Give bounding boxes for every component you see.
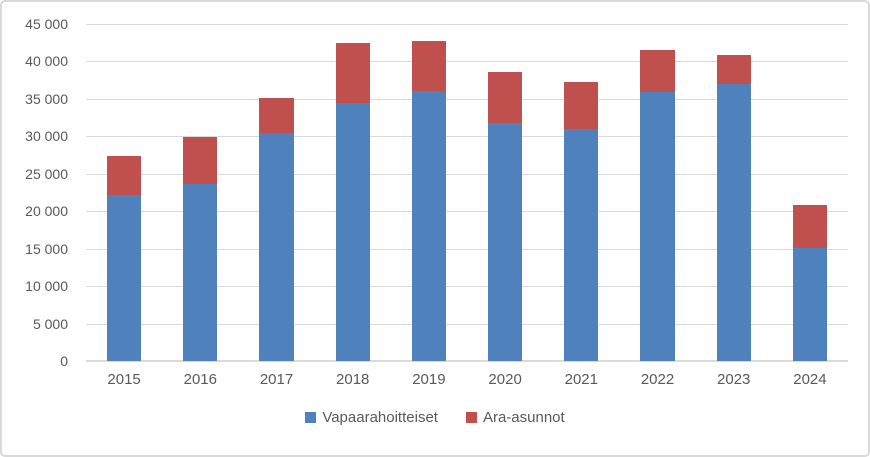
y-tick-label: 25 000 [25,165,68,182]
gridline [86,24,848,25]
x-axis: 2015 2016 2017 2018 2019 2020 2021 2022 2023 2024 [86,371,848,393]
bar-segment-vapaarahoitteiset-2017 [259,132,294,361]
gridline [86,98,848,100]
x-tick-label: 2016 [183,371,217,388]
bar-segment-vapaarahoitteiset-2020 [487,122,523,361]
bar-stack-2023 [716,54,751,361]
bar-stack-2015 [106,155,142,361]
x-tick-label: 2021 [564,371,598,388]
gridline [86,136,848,138]
x-tick-label: 2019 [412,371,446,388]
y-tick-label: 30 000 [25,128,68,145]
bar-stack-2019 [411,41,447,361]
y-tick-label: 20 000 [25,203,68,220]
x-tick-label: 2015 [107,371,141,388]
bar-segment-ara-asunnot-2024 [792,205,828,248]
legend-label: Ara-asunnot [482,409,565,426]
bar-segment-vapaarahoitteiset-2019 [411,91,447,361]
legend-swatch-icon [305,412,317,423]
y-tick-label: 45 000 [25,16,68,32]
y-tick-label: 10 000 [25,278,68,295]
gridline [86,211,848,213]
legend-item-ara-asunnot: Ara-asunnot [465,409,565,426]
x-tick-label: 2024 [793,371,827,388]
x-tick-label: 2020 [488,371,522,388]
legend: Vapaarahoitteiset Ara-asunnot [2,409,868,426]
y-axis: 0 5 000 10 000 15 000 20 000 25 000 30 000 35 0… [2,16,68,369]
gridline [86,286,848,288]
gridline [86,61,848,63]
bar-segment-vapaarahoitteiset-2023 [716,83,751,361]
bar-stack-2021 [564,81,599,361]
bar-segment-ara-asunnot-2021 [564,81,599,129]
bar-segment-ara-asunnot-2017 [259,98,294,133]
x-tick-label: 2023 [717,371,751,388]
y-tick-label: 40 000 [25,53,68,70]
bar-stack-2024 [792,205,828,361]
bar-segment-ara-asunnot-2018 [335,43,370,103]
bar-segment-vapaarahoitteiset-2021 [564,128,599,361]
legend-label: Vapaarahoitteiset [322,409,438,426]
bar-stack-2017 [259,98,294,361]
legend-item-vapaarahoitteiset: Vapaarahoitteiset [305,409,438,426]
gridline [86,173,848,175]
bar-segment-vapaarahoitteiset-2015 [106,194,142,361]
y-tick-label: 5 000 [32,315,68,332]
bar-stack-2022 [640,50,675,361]
y-tick-label: 15 000 [25,240,68,257]
bar-segment-ara-asunnot-2015 [106,155,142,195]
bar-segment-vapaarahoitteiset-2018 [335,102,370,361]
bar-stack-2016 [183,137,218,361]
gridline [86,248,848,250]
x-tick-label: 2022 [640,371,675,388]
x-tick-label: 2018 [336,371,370,388]
gridline [86,323,848,325]
bar-segment-ara-asunnot-2016 [183,137,218,185]
x-axis-line [86,360,848,362]
plot-area [86,24,848,362]
bar-segment-vapaarahoitteiset-2022 [640,92,675,361]
bar-stack-2020 [487,71,523,361]
y-tick-label: 0 [60,353,68,369]
y-tick-label: 35 000 [25,90,68,107]
x-tick-label: 2017 [259,371,294,388]
bar-segment-ara-asunnot-2023 [716,54,751,84]
bar-segment-vapaarahoitteiset-2024 [792,247,828,361]
bar-segment-ara-asunnot-2020 [487,71,523,123]
bar-stack-2018 [335,43,370,361]
bar-segment-ara-asunnot-2019 [411,41,447,92]
bar-segment-ara-asunnot-2022 [640,50,675,93]
legend-swatch-icon [465,412,477,423]
bar-segment-vapaarahoitteiset-2016 [183,184,218,361]
